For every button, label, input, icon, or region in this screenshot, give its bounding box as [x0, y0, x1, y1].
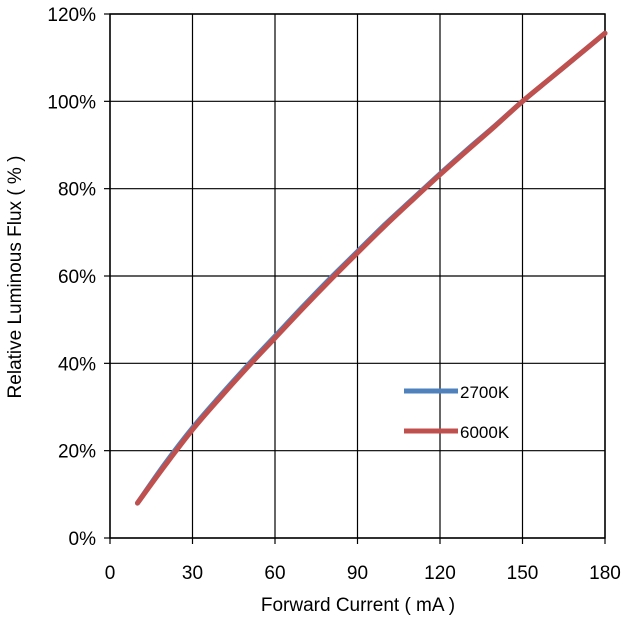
y-tick-label: 60% [58, 267, 96, 288]
x-tick-label: 90 [347, 563, 368, 584]
series-line-6000k [135, 30, 608, 506]
x-tick-label: 30 [182, 563, 203, 584]
legend-label-6000k: 6000K [460, 423, 510, 442]
plot-frame [109, 13, 606, 539]
y-tick-label: 80% [58, 180, 96, 201]
y-tick-label: 40% [58, 354, 96, 375]
axes [104, 13, 606, 544]
x-tick-labels: 0 30 60 90 120 150 180 [105, 563, 621, 584]
x-tick-label: 120 [424, 563, 456, 584]
series-lines [135, 30, 608, 506]
series-line-2700k [135, 30, 608, 506]
legend-label-2700k: 2700K [460, 383, 510, 402]
x-tick-label: 0 [105, 563, 116, 584]
x-axis-label: Forward Current ( mA ) [261, 595, 455, 616]
y-tick-label: 20% [58, 442, 96, 463]
y-axis-label: Relative Luminous Flux ( % ) [5, 156, 26, 399]
x-tick-label: 180 [589, 563, 621, 584]
y-tick-label: 100% [47, 92, 96, 113]
y-tick-labels: 0% 20% 40% 60% 80% 100% 120% [47, 5, 96, 550]
x-tick-label: 150 [507, 563, 539, 584]
x-tick-label: 60 [264, 563, 285, 584]
y-tick-label: 0% [69, 529, 97, 550]
y-tick-label: 120% [47, 5, 96, 26]
legend: 2700K 6000K [404, 383, 510, 442]
